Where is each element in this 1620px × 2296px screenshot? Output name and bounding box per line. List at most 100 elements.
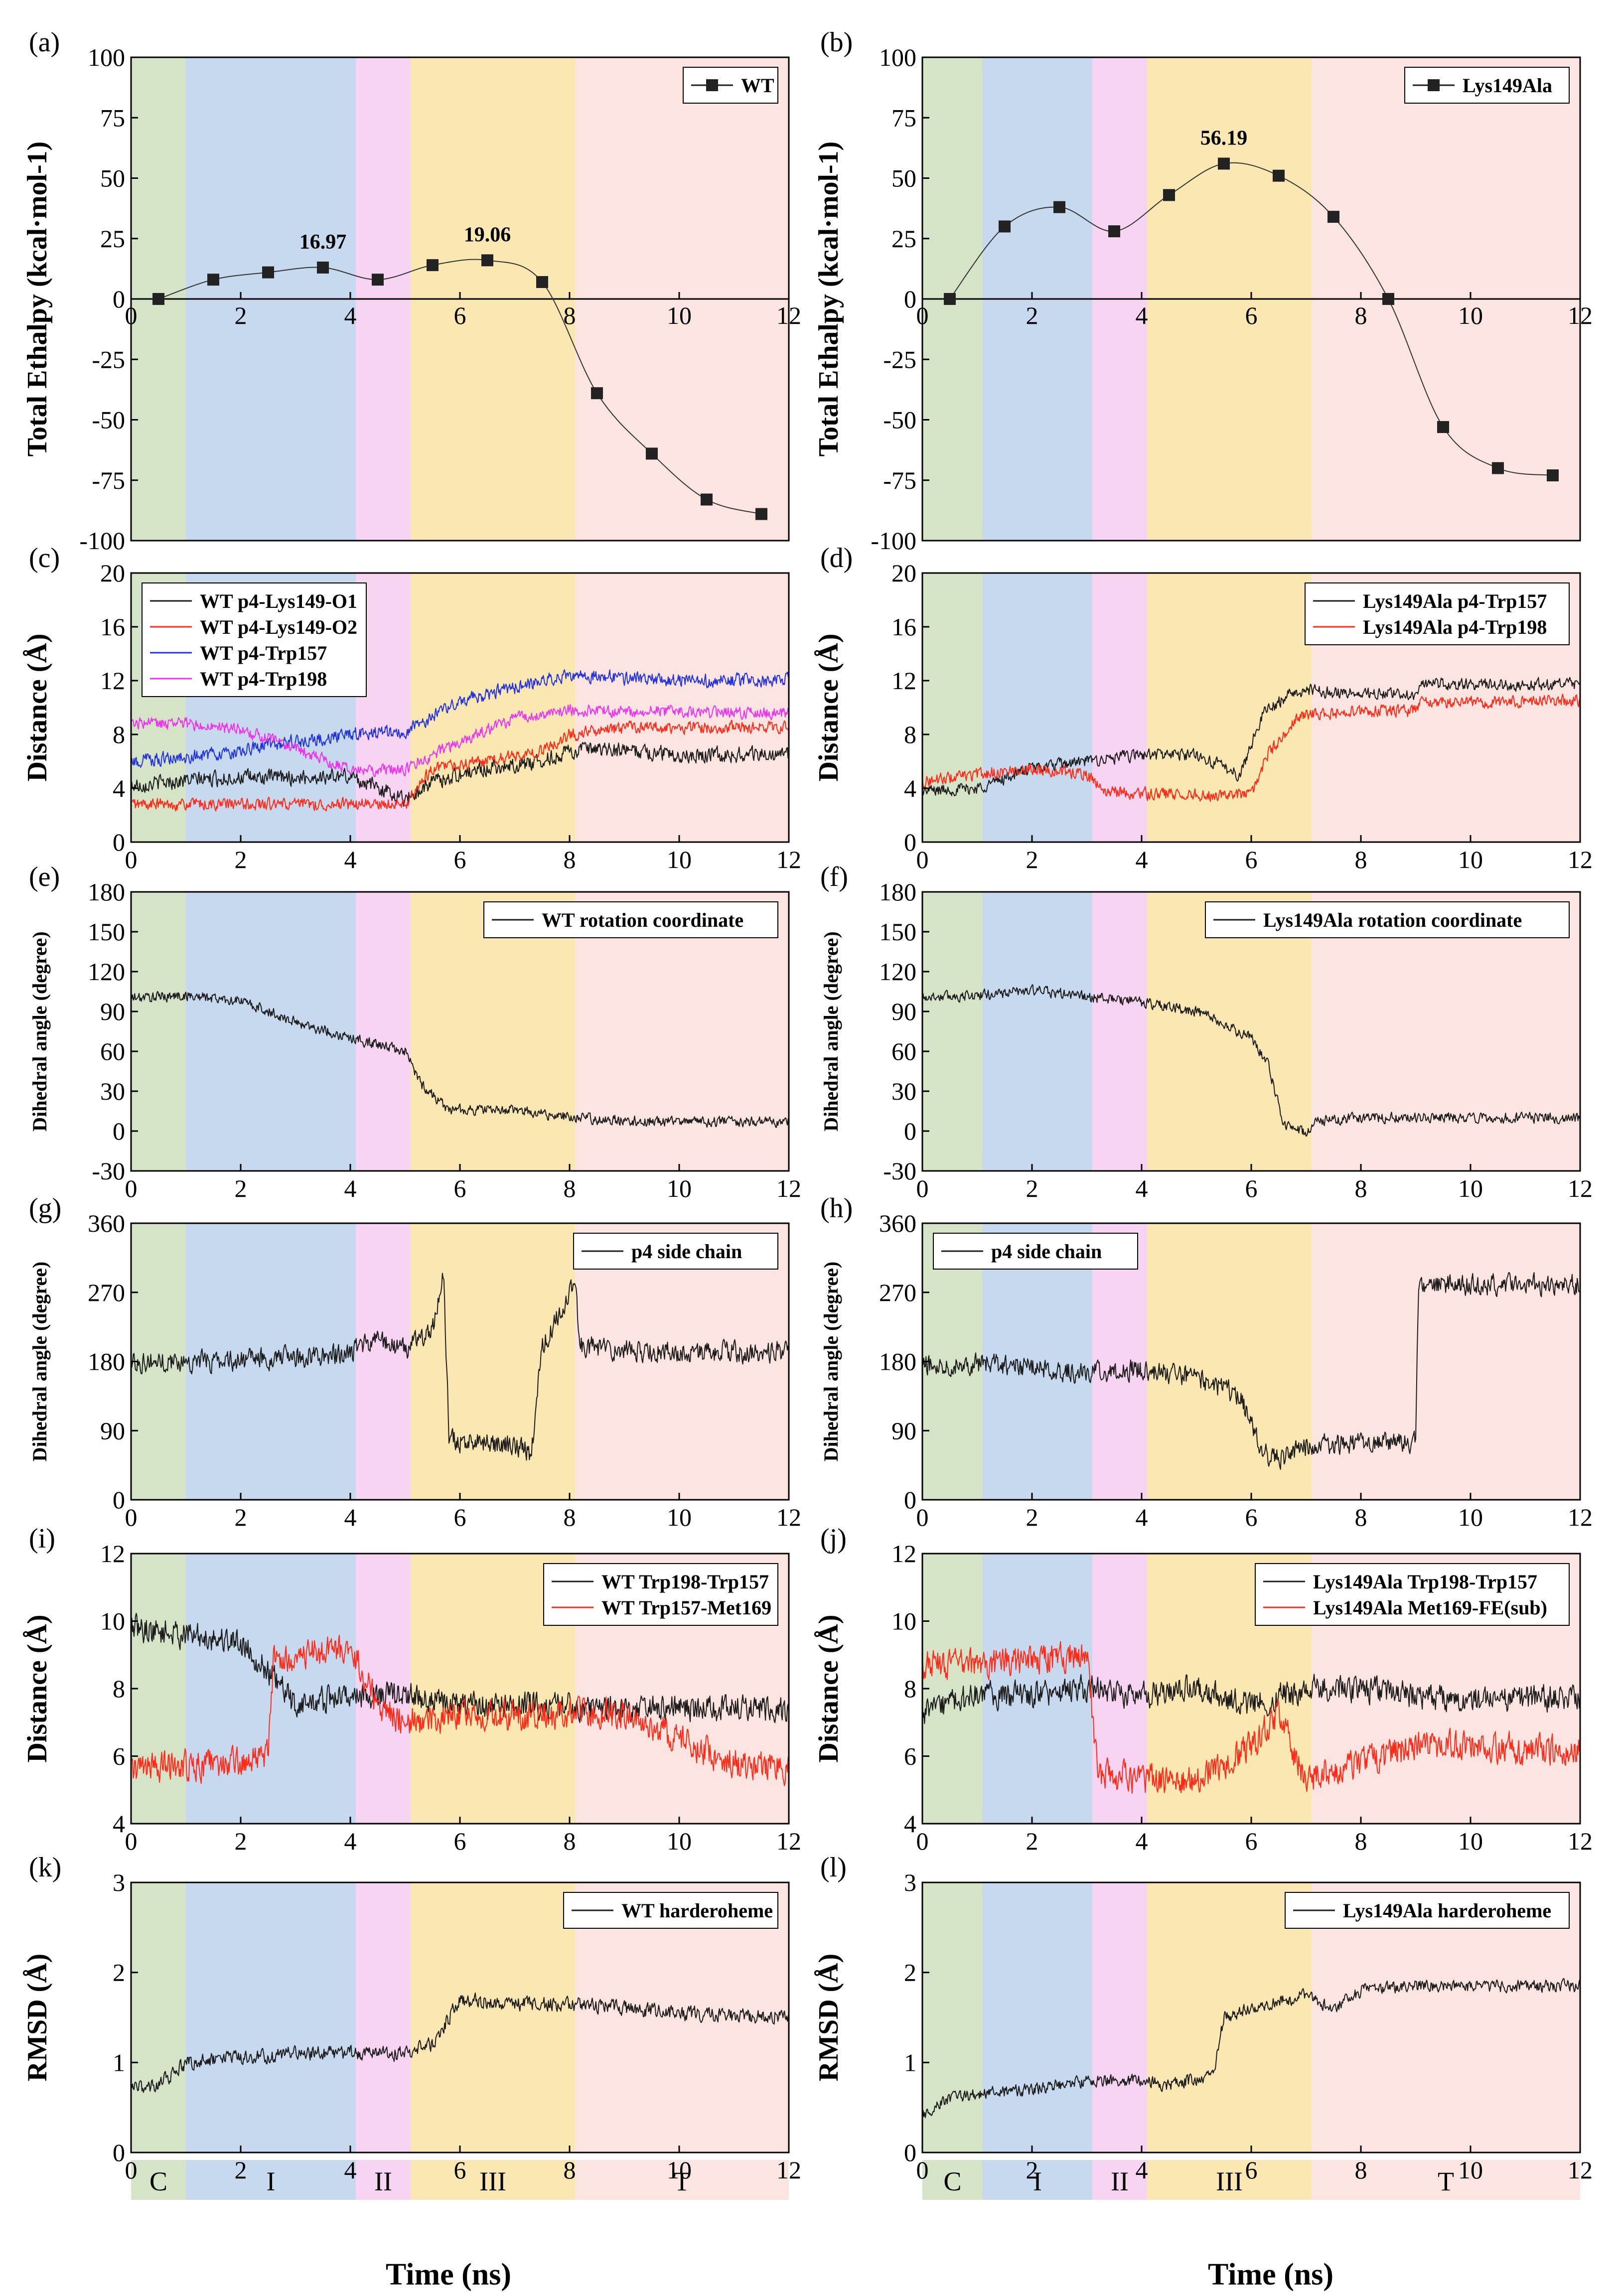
stage-strip-t <box>575 2160 789 2200</box>
x-tick-label: 2 <box>1026 1174 1038 1202</box>
y-tick-label: 50 <box>891 164 916 192</box>
x-tick-label: 0 <box>916 1827 929 1855</box>
y-tick-label: 12 <box>891 667 916 695</box>
stage-band-t <box>1312 892 1580 1171</box>
y-tick-label: 0 <box>113 2139 125 2166</box>
panel-i: 4 6 8 10 12 0 2 4 6 8 10 12 (i) Distance (Å) WT Trp198… <box>22 1523 801 1855</box>
y-tick-label: 30 <box>891 1077 916 1105</box>
stage-strip-i <box>186 2160 356 2200</box>
legend-label: WT p4-Lys149-O2 <box>200 616 357 638</box>
data-point <box>1492 462 1504 474</box>
panel-label: (c) <box>29 543 60 574</box>
y-tick-label: 0 <box>904 285 916 313</box>
stage-strip-t <box>1312 2160 1580 2200</box>
x-tick-label: 10 <box>1458 846 1483 873</box>
y-tick-label: 20 <box>100 559 125 587</box>
data-point <box>1218 157 1230 170</box>
x-tick-label: 6 <box>1245 1827 1258 1855</box>
series-trace-d-0 <box>922 677 1581 797</box>
x-tick-label: 8 <box>564 846 576 873</box>
stage-band-i <box>186 892 356 1171</box>
y-tick-label: 360 <box>88 1209 125 1237</box>
series-trace-g-0 <box>131 1273 789 1461</box>
legend-label: WT rotation coordinate <box>542 909 743 931</box>
panel-label: (i) <box>29 1523 55 1554</box>
stage-strip-c <box>131 2160 186 2200</box>
y-axis-title: Dihedral angle (degree) <box>820 1262 842 1461</box>
x-tick-label: 10 <box>667 301 692 329</box>
x-tick-label: 12 <box>1568 1503 1593 1531</box>
panel-g: 0 90 180 270 360 0 2 4 6 8 10 12 (g) Dihedral angle (… <box>28 1193 801 1531</box>
stage-label-t: T <box>674 2166 690 2196</box>
y-tick-label: 8 <box>904 720 916 748</box>
x-axis-title-right: Time (ns) <box>1208 2258 1333 2292</box>
y-tick-label: 75 <box>100 104 125 132</box>
data-point <box>262 266 274 279</box>
x-tick-label: 2 <box>1026 846 1038 873</box>
stage-band-c <box>131 892 186 1171</box>
series-trace-d-1 <box>922 694 1581 802</box>
panel-label: (e) <box>29 861 60 892</box>
data-point <box>372 274 384 286</box>
y-tick-label: 3 <box>904 1868 916 1896</box>
stage-label-t: T <box>1438 2166 1454 2196</box>
y-tick-label: -30 <box>92 1157 125 1185</box>
x-tick-label: 10 <box>1458 1503 1483 1531</box>
series-trace-e-0 <box>131 991 789 1128</box>
legend-label: Lys149Ala harderoheme <box>1343 1899 1551 1922</box>
legend-label: WT harderoheme <box>621 1899 773 1922</box>
y-axis-title: RMSD (Å) <box>813 1954 844 2082</box>
x-tick-label: 8 <box>564 1503 576 1531</box>
x-tick-label: 10 <box>667 2156 692 2184</box>
x-tick-label: 12 <box>776 1503 801 1531</box>
stage-label-i: I <box>267 2166 276 2196</box>
x-tick-label: 6 <box>1245 846 1258 873</box>
legend: p4 side chain <box>573 1233 778 1270</box>
x-tick-label: 2 <box>1026 1827 1038 1855</box>
y-axis-title: Distance (Å) <box>813 1614 844 1762</box>
stage-band-i <box>983 892 1092 1171</box>
stage-label-c: C <box>149 2166 167 2196</box>
y-tick-label: 4 <box>113 774 125 802</box>
x-tick-label: 12 <box>1568 1174 1593 1202</box>
data-point <box>1327 211 1339 223</box>
x-tick-label: 8 <box>564 301 576 329</box>
x-tick-label: 8 <box>1355 1174 1367 1202</box>
x-tick-label: 0 <box>125 301 138 329</box>
legend: WT harderoheme <box>563 1892 778 1929</box>
y-tick-label: 10 <box>100 1607 125 1635</box>
y-tick-label: -30 <box>883 1157 916 1185</box>
legend: Lys149Ala p4-Trp157 Lys149Ala p4-Trp198 <box>1305 582 1570 645</box>
y-axis-title: Distance (Å) <box>22 633 53 781</box>
x-tick-label: 4 <box>1136 1174 1148 1202</box>
x-tick-label: 10 <box>1458 301 1483 329</box>
panel-label: (k) <box>29 1852 61 1883</box>
stage-band-i <box>983 573 1092 842</box>
stage-band-iii <box>1147 1223 1312 1500</box>
y-tick-label: 75 <box>891 104 916 132</box>
y-tick-label: 3 <box>113 1868 125 1896</box>
x-tick-label: 10 <box>667 1174 692 1202</box>
x-tick-label: 6 <box>1245 1503 1258 1531</box>
y-tick-label: 8 <box>113 1675 125 1703</box>
legend: WT p4-Lys149-O1 WT p4-Lys149-O2 WT p4-Trp1… <box>142 582 367 697</box>
y-tick-label: 4 <box>904 774 916 802</box>
x-tick-label: 10 <box>667 1503 692 1531</box>
x-tick-label: 6 <box>454 1503 466 1531</box>
stage-band-c <box>922 573 983 842</box>
legend: WT Trp198-Trp157 WT Trp157-Met169 <box>543 1563 778 1626</box>
x-tick-label: 0 <box>916 2156 929 2184</box>
stage-band-c <box>131 1554 186 1824</box>
series-trace-h-0 <box>922 1272 1581 1470</box>
y-tick-label: 30 <box>100 1077 125 1105</box>
x-tick-label: 0 <box>916 301 929 329</box>
legend-label: WT p4-Trp198 <box>200 668 327 690</box>
data-point <box>427 259 439 272</box>
y-tick-label: 20 <box>891 559 916 587</box>
y-tick-label: 0 <box>113 1486 125 1514</box>
y-tick-label: 1 <box>113 2048 125 2076</box>
panel-label: (f) <box>820 861 848 892</box>
y-tick-label: 1 <box>904 2048 916 2076</box>
